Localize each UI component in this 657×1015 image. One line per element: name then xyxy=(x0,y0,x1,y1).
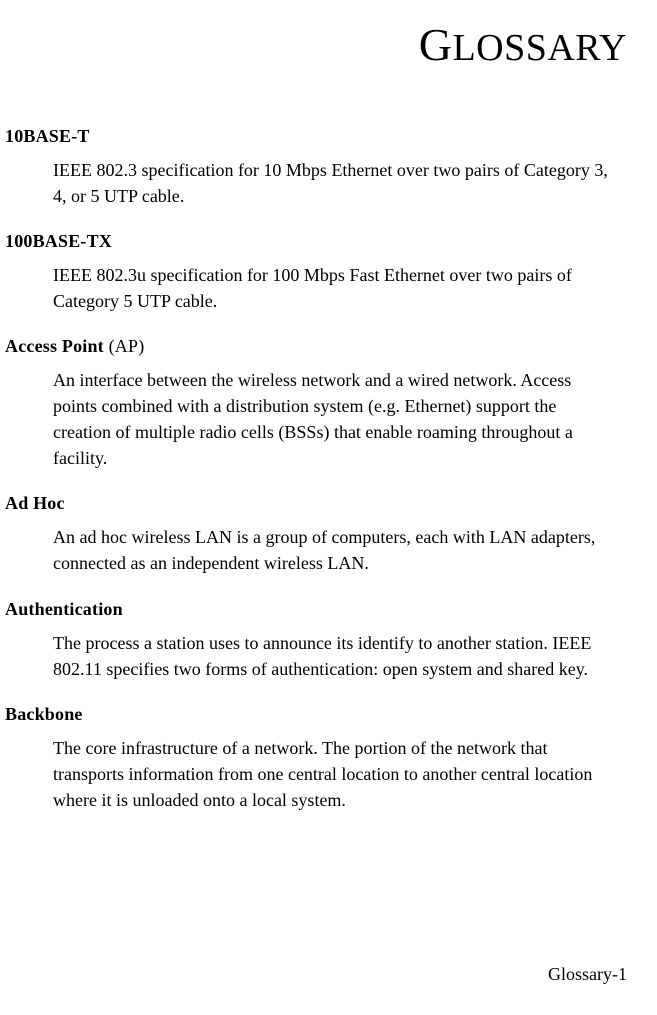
term-text: Authentication xyxy=(5,599,123,619)
entry-definition: The process a station uses to announce i… xyxy=(53,630,617,682)
glossary-entry: 100BASE-TX IEEE 802.3u specification for… xyxy=(5,231,627,314)
page-content: GLOSSARY 10BASE-T IEEE 802.3 specificati… xyxy=(0,0,657,875)
entry-term: 100BASE-TX xyxy=(5,231,627,252)
glossary-entry: Authentication The process a station use… xyxy=(5,599,627,682)
term-text: 10BASE-T xyxy=(5,126,90,146)
entry-definition: IEEE 802.3 specification for 10 Mbps Eth… xyxy=(53,157,617,209)
entry-definition: An interface between the wireless networ… xyxy=(53,367,617,471)
glossary-entry: Ad Hoc An ad hoc wireless LAN is a group… xyxy=(5,493,627,576)
title-first-letter: G xyxy=(419,19,453,70)
entry-definition: IEEE 802.3u specification for 100 Mbps F… xyxy=(53,262,617,314)
entry-term: Ad Hoc xyxy=(5,493,627,514)
term-text: Access Point xyxy=(5,336,104,356)
entry-definition: The core infrastructure of a network. Th… xyxy=(53,735,617,813)
term-text: Backbone xyxy=(5,704,83,724)
glossary-entry: Backbone The core infrastructure of a ne… xyxy=(5,704,627,813)
term-text: 100BASE-TX xyxy=(5,231,112,251)
entry-term: Backbone xyxy=(5,704,627,725)
term-text: Ad Hoc xyxy=(5,493,65,513)
page-title: GLOSSARY xyxy=(5,20,627,71)
entry-definition: An ad hoc wireless LAN is a group of com… xyxy=(53,524,617,576)
entry-term: 10BASE-T xyxy=(5,126,627,147)
term-paren: (AP) xyxy=(104,336,145,356)
glossary-entry: 10BASE-T IEEE 802.3 specification for 10… xyxy=(5,126,627,209)
title-rest: LOSSARY xyxy=(452,27,627,69)
page-footer: Glossary-1 xyxy=(548,964,627,985)
entry-term: Access Point (AP) xyxy=(5,336,627,357)
entry-term: Authentication xyxy=(5,599,627,620)
glossary-entry: Access Point (AP) An interface between t… xyxy=(5,336,627,471)
